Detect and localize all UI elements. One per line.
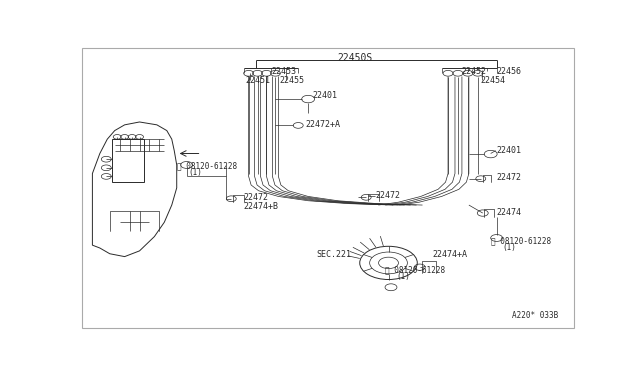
Text: SEC.221: SEC.221 xyxy=(317,250,352,259)
Text: 22474+B: 22474+B xyxy=(244,202,278,211)
Text: 22472: 22472 xyxy=(497,173,522,182)
Text: Ⓑ 08120-61228: Ⓑ 08120-61228 xyxy=(177,161,237,170)
Text: 22401: 22401 xyxy=(497,146,522,155)
Text: 22474: 22474 xyxy=(497,208,522,217)
Text: 22472+A: 22472+A xyxy=(306,121,340,129)
Text: 22472: 22472 xyxy=(375,191,400,201)
Text: (1): (1) xyxy=(396,272,410,281)
Text: 22401: 22401 xyxy=(312,91,337,100)
Text: 22472: 22472 xyxy=(244,193,269,202)
Text: A220* 033B: A220* 033B xyxy=(511,311,558,320)
Text: Ⓑ 08120-61228: Ⓑ 08120-61228 xyxy=(491,236,551,246)
Text: 22452: 22452 xyxy=(462,67,487,76)
Text: (1): (1) xyxy=(502,243,516,252)
Text: Ⓑ 08120-61228: Ⓑ 08120-61228 xyxy=(385,266,445,275)
Text: 22451: 22451 xyxy=(245,76,270,85)
Text: 22456: 22456 xyxy=(497,67,522,76)
Text: 22450S: 22450S xyxy=(338,52,373,62)
Text: 22474+A: 22474+A xyxy=(432,250,467,259)
Text: (1): (1) xyxy=(188,168,202,177)
Text: 22454: 22454 xyxy=(481,76,506,85)
Text: 22455: 22455 xyxy=(280,76,305,85)
Text: 22453: 22453 xyxy=(271,67,296,76)
